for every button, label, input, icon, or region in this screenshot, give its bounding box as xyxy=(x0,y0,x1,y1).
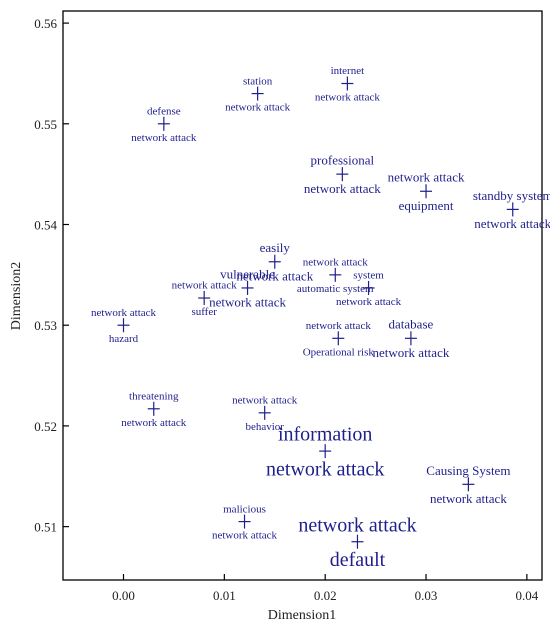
point-label: database xyxy=(389,317,434,332)
point-label: network attack xyxy=(266,458,384,480)
data-point: internet network attack xyxy=(315,65,381,103)
point-label: network attack xyxy=(303,257,369,269)
point-label: network attack xyxy=(91,307,157,319)
data-point: station network attack xyxy=(225,75,291,113)
point-label: network attack xyxy=(306,320,372,332)
y-tick-label: 0.55 xyxy=(34,117,57,132)
point-label: network attack xyxy=(225,102,291,114)
point-label: network attack xyxy=(372,345,449,360)
data-point: easily network attack xyxy=(236,240,313,283)
data-point: network attack Operational risk xyxy=(303,320,375,358)
point-label: network attack xyxy=(209,295,286,310)
point-label: network attack xyxy=(298,514,416,536)
point-label: malicious xyxy=(223,503,266,515)
point-label: default xyxy=(330,549,386,571)
data-point: network attack default xyxy=(298,514,416,571)
point-label: suffer xyxy=(191,306,217,318)
data-point: database network attack xyxy=(372,317,449,360)
point-label: station xyxy=(243,75,273,87)
point-label: network attack xyxy=(212,530,278,542)
point-label: network attack xyxy=(232,395,298,407)
x-tick-label: 0.00 xyxy=(112,588,135,603)
point-label: information xyxy=(278,424,372,446)
y-axis: 0.51 0.52 0.53 0.54 0.55 0.56 xyxy=(34,16,69,535)
point-label: Operational risk xyxy=(303,346,375,358)
point-label: network attack xyxy=(304,181,381,196)
point-label: network attack xyxy=(430,491,507,506)
point-label: network attack xyxy=(388,170,465,185)
point-label: easily xyxy=(260,240,291,255)
point-label: network attack xyxy=(131,132,197,144)
point-label: vulnerable xyxy=(220,266,275,281)
y-tick-label: 0.54 xyxy=(34,218,57,233)
data-point: standby system network attack xyxy=(473,188,550,231)
y-axis-title: Dimension2 xyxy=(9,262,24,330)
point-label: network attack xyxy=(172,280,238,292)
point-label: network attack xyxy=(121,417,187,429)
x-tick-label: 0.03 xyxy=(415,588,438,603)
point-label: Causing System xyxy=(426,463,510,478)
point-label: behavior xyxy=(245,421,284,433)
data-points: station network attack internet network att… xyxy=(91,65,550,571)
y-tick-label: 0.52 xyxy=(34,419,57,434)
data-point: network attack automatic system xyxy=(297,257,374,295)
data-point: network attack suffer xyxy=(172,280,238,318)
data-point: network attack behavior xyxy=(232,395,298,433)
point-label: automatic system xyxy=(297,283,374,295)
point-label: network attack xyxy=(336,296,402,308)
data-point: information network attack xyxy=(266,424,384,481)
point-label: network attack xyxy=(315,92,381,104)
point-label: threatening xyxy=(129,390,179,402)
x-axis-title: Dimension1 xyxy=(268,608,336,623)
point-label: professional xyxy=(311,153,375,168)
point-label: standby system xyxy=(473,188,550,203)
plot-frame xyxy=(62,10,543,581)
data-point: professional network attack xyxy=(304,153,381,196)
data-point: threatening network attack xyxy=(121,390,187,428)
data-point: defense network attack xyxy=(131,105,197,143)
data-point: vulnerable network attack xyxy=(209,266,286,309)
x-tick-label: 0.02 xyxy=(314,588,337,603)
x-tick-label: 0.01 xyxy=(213,588,236,603)
point-label: network attack xyxy=(474,216,550,231)
x-tick-label: 0.04 xyxy=(515,588,538,603)
data-point: network attack hazard xyxy=(91,307,157,345)
y-tick-label: 0.56 xyxy=(34,16,57,31)
data-point: network attack equipment xyxy=(388,170,465,213)
point-label: internet xyxy=(331,65,365,77)
y-tick-label: 0.51 xyxy=(34,520,57,535)
point-label: defense xyxy=(147,105,181,117)
point-label: network attack xyxy=(236,268,313,283)
point-label: system xyxy=(353,270,384,282)
data-point: system network attack xyxy=(336,270,402,308)
data-point: Causing System network attack xyxy=(426,463,510,506)
y-tick-label: 0.53 xyxy=(34,318,57,333)
data-point: malicious network attack xyxy=(212,503,278,541)
point-label: hazard xyxy=(109,333,139,345)
x-axis: 0.00 0.01 0.02 0.03 0.04 xyxy=(112,574,539,603)
point-label: equipment xyxy=(399,198,454,213)
